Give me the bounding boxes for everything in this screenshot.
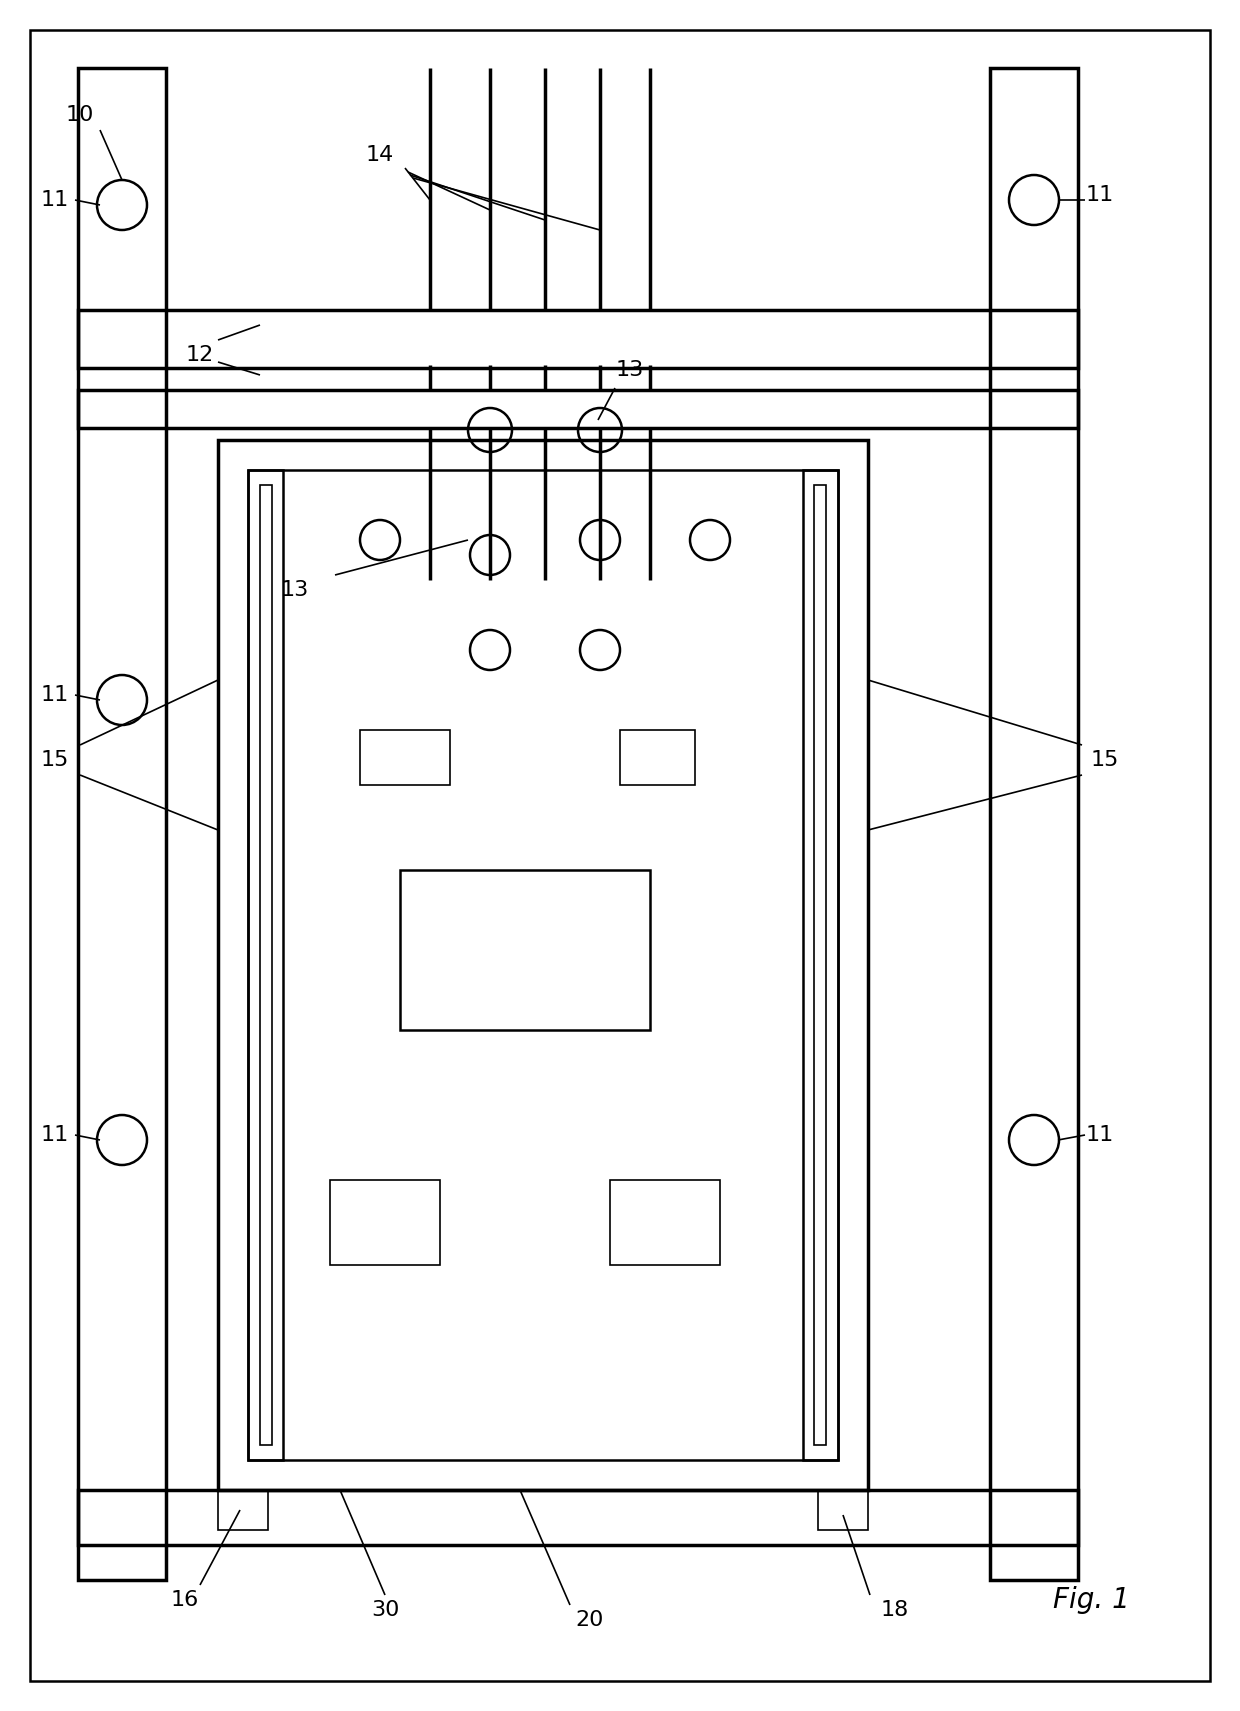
Bar: [78, 1490, 1078, 1545]
Text: 13: 13: [281, 580, 309, 601]
Bar: [78, 68, 166, 1579]
Bar: [610, 1181, 720, 1264]
Text: 11: 11: [41, 684, 69, 705]
Bar: [330, 1181, 440, 1264]
Bar: [401, 869, 650, 1030]
Text: 12: 12: [186, 346, 215, 364]
Bar: [360, 731, 450, 785]
Text: 11: 11: [41, 190, 69, 210]
Text: 11: 11: [1086, 1126, 1114, 1145]
Bar: [218, 1490, 268, 1530]
Text: 13: 13: [616, 359, 644, 380]
Text: 14: 14: [366, 145, 394, 164]
Text: 11: 11: [1086, 185, 1114, 205]
Text: 15: 15: [41, 749, 69, 770]
Bar: [78, 310, 1078, 368]
Bar: [813, 484, 826, 1446]
Bar: [804, 471, 838, 1459]
Bar: [620, 731, 694, 785]
Text: 20: 20: [575, 1610, 604, 1631]
Bar: [248, 471, 283, 1459]
Bar: [248, 471, 838, 1459]
Bar: [260, 484, 272, 1446]
Bar: [990, 68, 1078, 1579]
Bar: [78, 390, 1078, 428]
Bar: [818, 1490, 868, 1530]
Text: 11: 11: [41, 1126, 69, 1145]
Text: 30: 30: [371, 1600, 399, 1620]
Text: 18: 18: [880, 1600, 909, 1620]
Bar: [218, 440, 868, 1490]
Text: 16: 16: [171, 1590, 200, 1610]
Text: 15: 15: [1091, 749, 1120, 770]
Text: Fig. 1: Fig. 1: [1053, 1586, 1130, 1613]
Text: 10: 10: [66, 104, 94, 125]
